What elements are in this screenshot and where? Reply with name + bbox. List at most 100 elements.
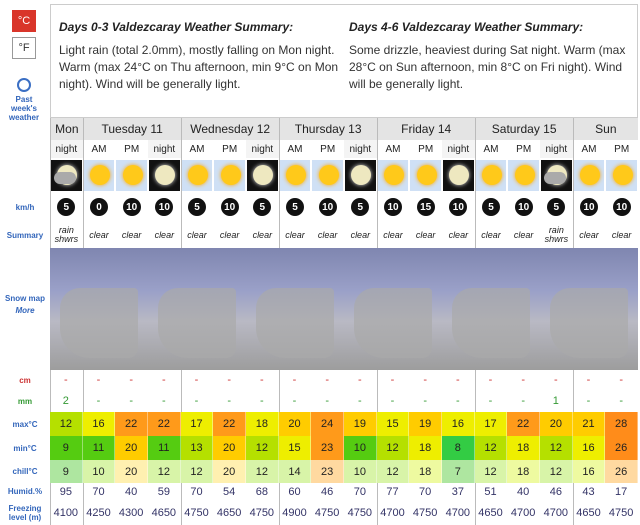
max-cell: 12 xyxy=(50,412,83,436)
row-label: km/h xyxy=(15,203,35,212)
wind-speed: 15 xyxy=(416,198,435,216)
day-header: Friday 14 xyxy=(376,118,475,140)
day-header: Sun xyxy=(572,118,638,140)
max-cell: 22 xyxy=(148,412,181,436)
weather-icon xyxy=(377,160,409,191)
day-header: Mon xyxy=(50,118,83,140)
rain-cell: - xyxy=(311,390,344,412)
day-header: Wednesday 12 xyxy=(180,118,279,140)
freezing-cell: 4700 xyxy=(442,500,475,525)
wind-speed: 5 xyxy=(547,198,566,216)
freezing-cell: 4650 xyxy=(148,500,181,525)
wind-speed: 10 xyxy=(612,198,631,216)
weather-icon xyxy=(51,160,82,191)
period-label: PM xyxy=(213,140,246,158)
period-label: PM xyxy=(507,140,540,158)
max-cell: 19 xyxy=(344,412,377,436)
summary-cell: clear xyxy=(187,229,207,240)
weather-icon xyxy=(83,160,115,191)
period-label: night xyxy=(50,140,83,158)
freezing-cell: 4300 xyxy=(115,500,148,525)
summary-cell: clear xyxy=(448,229,469,240)
snow-cell: - xyxy=(475,370,508,390)
max-cell: 22 xyxy=(213,412,246,436)
max-cell: 21 xyxy=(572,412,606,436)
row-label: chill°C xyxy=(12,467,38,476)
min-cell: 8 xyxy=(442,436,475,460)
min-cell: 12 xyxy=(540,436,573,460)
row-label: max°C xyxy=(12,419,38,429)
fahrenheit-button[interactable]: °F xyxy=(12,37,36,59)
rain-cell: - xyxy=(475,390,508,412)
past-weather-link[interactable]: Past week's weather xyxy=(8,94,40,122)
summary-cell: clear xyxy=(154,229,175,240)
period-label: PM xyxy=(605,140,638,158)
humidity-cell: 70 xyxy=(83,483,116,500)
min-cell: 11 xyxy=(148,436,181,460)
map-panel xyxy=(550,288,628,358)
max-cell: 16 xyxy=(82,412,116,436)
min-cell: 20 xyxy=(115,436,148,460)
min-cell: 9 xyxy=(50,436,83,460)
wind-speed: 10 xyxy=(122,198,141,216)
snow-cell: - xyxy=(246,370,279,390)
celsius-button[interactable]: °C xyxy=(12,10,36,32)
rain-cell: 1 xyxy=(540,390,573,412)
row-label: min°C xyxy=(13,443,37,453)
summary-title: Days 0-3 Valdezcaray Weather Summary: xyxy=(59,20,294,34)
weather-icon xyxy=(410,160,441,191)
min-cell: 23 xyxy=(311,436,344,460)
snow-cell: - xyxy=(311,370,344,390)
weather-icon xyxy=(247,160,278,191)
weather-icon xyxy=(181,160,213,191)
snow-cell: - xyxy=(213,370,246,390)
min-cell: 11 xyxy=(82,436,116,460)
weather-icon xyxy=(508,160,539,191)
humidity-cell: 37 xyxy=(442,483,475,500)
min-cell: 26 xyxy=(605,436,638,460)
rain-cell: - xyxy=(83,390,116,412)
rain-cell: 2 xyxy=(50,390,83,412)
humidity-cell: 95 xyxy=(50,483,83,500)
freezing-cell: 4250 xyxy=(83,500,116,525)
min-cell: 10 xyxy=(344,436,377,460)
period-label: AM xyxy=(82,140,116,158)
freezing-cell: 4650 xyxy=(213,500,246,525)
clock-icon xyxy=(17,78,31,92)
summary-cell: clear xyxy=(219,229,240,240)
humidity-cell: 70 xyxy=(181,483,214,500)
freezing-cell: 4750 xyxy=(409,500,442,525)
freezing-cell: 4100 xyxy=(50,500,83,525)
period-label: AM xyxy=(278,140,312,158)
row-label: More xyxy=(15,305,35,315)
min-cell: 12 xyxy=(246,436,279,460)
snow-cell: - xyxy=(181,370,214,390)
wind-speed: 10 xyxy=(514,198,533,216)
snow-cell: - xyxy=(573,370,606,390)
chill-cell: 10 xyxy=(344,460,377,483)
summary-left: Days 0-3 Valdezcaray Weather Summary: Lig… xyxy=(59,19,341,93)
weather-icon xyxy=(606,160,637,191)
summary-text: Light rain (total 2.0mm), mostly falling… xyxy=(59,43,339,91)
chill-cell: 10 xyxy=(82,460,116,483)
summary-cell: clear xyxy=(513,229,534,240)
humidity-cell: 40 xyxy=(507,483,540,500)
min-cell: 16 xyxy=(572,436,606,460)
humidity-cell: 68 xyxy=(246,483,279,500)
humidity-cell: 46 xyxy=(540,483,573,500)
wind-speed: 0 xyxy=(90,198,108,216)
sun xyxy=(416,165,437,185)
row-label: cm xyxy=(19,375,31,385)
moon xyxy=(351,165,372,185)
weather-icon xyxy=(279,160,311,191)
summary-panel: Days 0-3 Valdezcaray Weather Summary: Lig… xyxy=(50,4,638,118)
wind-speed: 5 xyxy=(253,198,272,216)
chill-cell: 12 xyxy=(474,460,508,483)
rain-cell: - xyxy=(573,390,606,412)
freezing-cell: 4700 xyxy=(377,500,410,525)
snow-cell: - xyxy=(442,370,475,390)
wind-speed: 10 xyxy=(449,198,468,216)
rain-cell: - xyxy=(115,390,148,412)
sun xyxy=(285,165,306,185)
